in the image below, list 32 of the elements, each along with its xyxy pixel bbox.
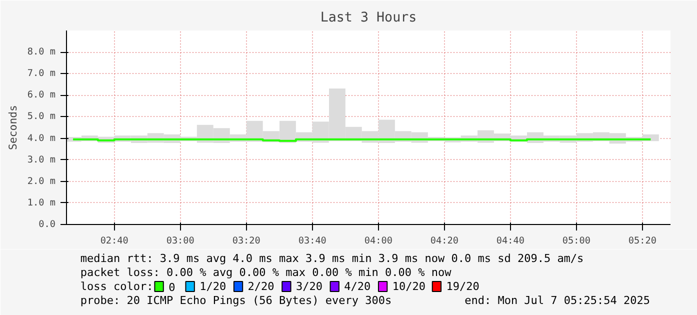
legend-label: 0 [168, 281, 176, 294]
x-tick-label: 04:40 [496, 236, 525, 246]
y-tick-label: 2.0 m [27, 176, 56, 187]
x-tick-label: 03:00 [166, 236, 195, 246]
legend-label: 1/20 [200, 280, 226, 293]
y-tick-label: 6.0 m [27, 90, 56, 101]
x-tick-label: 03:40 [298, 236, 327, 246]
y-tick-label: 5.0 m [27, 111, 56, 122]
text: median rtt: 3.9 ms avg 4.0 ms max 3.9 ms min 3.9 ms now 0.0 ms sd 209.5 am/s [80, 252, 584, 265]
legend-label: 3/20 [296, 280, 322, 293]
y-tick-label: 7.0 m [27, 68, 56, 80]
x-tick-label: 04:00 [364, 236, 393, 246]
y-tick-label: 3.0 m [27, 154, 56, 166]
y-tick-label: 8.0 m [27, 46, 56, 58]
x-tick-label: 04:20 [430, 236, 459, 246]
legend-label: 10/20 [392, 280, 426, 293]
text: probe: 20 ICMP Echo Pings (56 Bytes) every 300s [80, 294, 392, 307]
x-tick-label: 03:20 [232, 236, 261, 246]
y-tick-label: 0.0 [38, 219, 56, 230]
legend-label: 19/20 [446, 280, 480, 293]
legend-title: loss color: [80, 280, 154, 293]
x-tick-label: 05:00 [562, 236, 591, 246]
legend-label: 2/20 [248, 280, 274, 293]
y-axis-title: Seconds [6, 105, 20, 150]
legend-label: 4/20 [344, 280, 371, 293]
text: packet loss: 0.00 % avg 0.00 % max 0.00 % min 0.00 % now [80, 266, 452, 279]
text: end: Mon Jul 7 05:25:54 2025 [464, 294, 650, 307]
y-tick-label: 4.0 m [27, 132, 56, 144]
y-tick-label: 1.0 m [27, 197, 56, 208]
chart-title: Last 3 Hours [320, 10, 417, 26]
x-tick-label: 02:40 [100, 236, 129, 246]
x-tick-label: 05:20 [628, 236, 657, 246]
